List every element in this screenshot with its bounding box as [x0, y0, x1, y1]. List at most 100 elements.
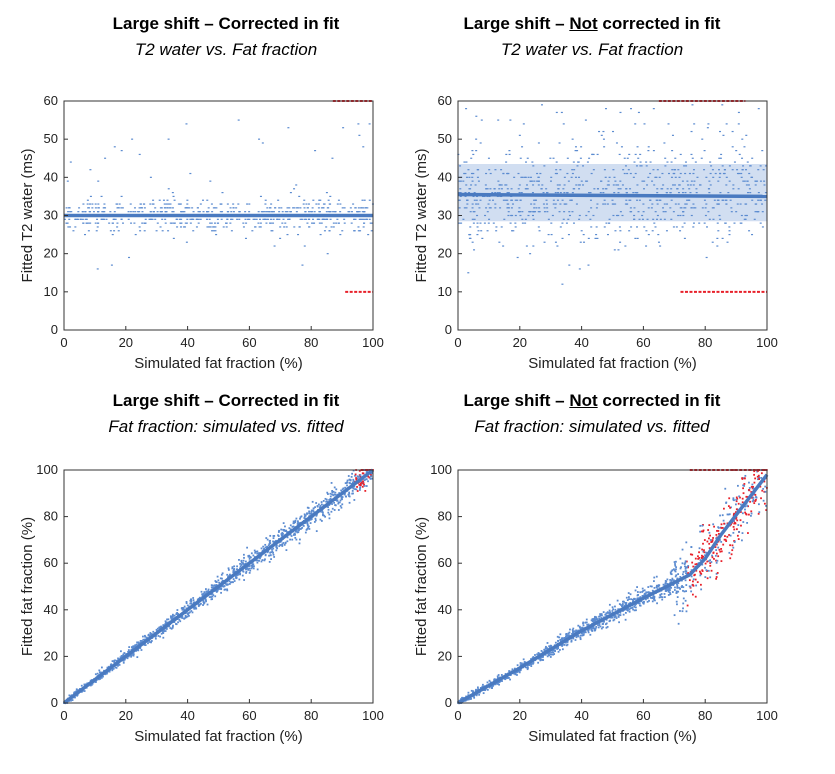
scatter-point: [371, 477, 374, 480]
scatter-point: [672, 226, 675, 228]
outlier-point: [720, 548, 723, 550]
outlier-point: [759, 485, 762, 488]
scatter-point: [114, 666, 117, 669]
scatter-point: [653, 576, 656, 579]
scatter-point: [304, 517, 307, 520]
outlier-point: [735, 517, 737, 520]
scatter-point: [361, 199, 364, 201]
scatter-point: [575, 636, 578, 639]
scatter-point: [149, 176, 152, 178]
scatter-point: [707, 211, 710, 213]
scatter-point: [507, 192, 510, 194]
scatter-point: [572, 630, 574, 633]
scatter-point: [718, 214, 721, 217]
scatter-point: [140, 649, 143, 651]
scatter-point: [737, 188, 740, 190]
scatter-point: [327, 506, 330, 508]
scatter-point: [126, 657, 129, 660]
scatter-point: [684, 192, 687, 194]
scatter-point: [630, 607, 632, 610]
scatter-point: [550, 653, 553, 656]
scatter-point: [686, 180, 689, 182]
outlier-point: [748, 489, 750, 491]
scatter-point: [653, 222, 656, 224]
scatter-point: [283, 226, 286, 228]
scatter-point: [259, 222, 262, 224]
scatter-point: [467, 169, 470, 171]
scatter-point: [569, 628, 571, 631]
scatter-point: [610, 616, 612, 619]
scatter-point: [667, 594, 670, 596]
scatter-point: [120, 207, 123, 209]
scatter-point: [503, 218, 506, 220]
scatter-point: [656, 203, 659, 205]
scatter-point: [559, 169, 562, 171]
scatter-point: [603, 146, 606, 148]
scatter-point: [639, 596, 642, 598]
scatter-point: [756, 211, 759, 213]
scatter-point: [550, 651, 553, 654]
scatter-point: [199, 203, 202, 205]
scatter-point: [471, 180, 474, 182]
scatter-point: [185, 602, 188, 605]
scatter-point: [206, 199, 209, 201]
scatter-point: [672, 584, 675, 587]
scatter-point: [303, 516, 306, 519]
scatter-point: [359, 487, 361, 490]
scatter-point: [508, 676, 510, 679]
outlier-point: [716, 572, 719, 574]
scatter-point: [566, 192, 569, 194]
scatter-point: [573, 169, 576, 171]
outlier-point: [354, 473, 357, 476]
scatter-point: [677, 582, 680, 585]
scatter-point: [223, 585, 226, 587]
scatter-point: [762, 499, 765, 502]
scatter-point: [281, 222, 284, 224]
scatter-point: [628, 153, 631, 156]
scatter-point: [719, 157, 722, 159]
scatter-point: [733, 541, 736, 543]
scatter-point: [352, 469, 355, 472]
scatter-point: [363, 222, 366, 224]
scatter-point: [242, 222, 245, 224]
scatter-point: [735, 211, 738, 213]
scatter-point: [141, 211, 144, 213]
scatter-point: [282, 532, 284, 535]
outlier-point: [754, 477, 757, 480]
scatter-point: [723, 169, 726, 171]
scatter-point: [681, 585, 683, 587]
scatter-point: [549, 656, 552, 658]
scatter-point: [710, 561, 713, 563]
scatter-point: [712, 176, 715, 178]
scatter-point: [122, 654, 125, 657]
scatter-point: [308, 528, 311, 530]
outlier-point: [728, 497, 731, 500]
scatter-point: [727, 513, 730, 516]
outlier-point: [689, 553, 692, 556]
scatter-point: [137, 641, 140, 644]
scatter-point: [275, 545, 278, 548]
scatter-point: [508, 670, 511, 673]
scatter-point: [532, 656, 535, 659]
scatter-point: [202, 600, 205, 603]
outlier-point: [713, 557, 715, 560]
scatter-point: [69, 161, 72, 163]
scatter-point: [566, 157, 569, 159]
scatter-point: [156, 222, 159, 224]
scatter-point: [328, 498, 331, 501]
scatter-point: [289, 192, 292, 194]
scatter-point: [582, 624, 585, 627]
scatter-point: [175, 623, 177, 625]
scatter-point: [266, 211, 269, 213]
scatter-point: [519, 199, 522, 201]
scatter-point: [201, 199, 204, 201]
scatter-point: [514, 673, 517, 676]
scatter-point: [150, 633, 153, 635]
scatter-point: [538, 230, 541, 232]
outlier-point: [356, 490, 359, 492]
scatter-point: [488, 199, 491, 201]
scatter-point: [331, 489, 334, 492]
scatter-point: [258, 559, 260, 562]
scatter-point: [319, 199, 322, 201]
